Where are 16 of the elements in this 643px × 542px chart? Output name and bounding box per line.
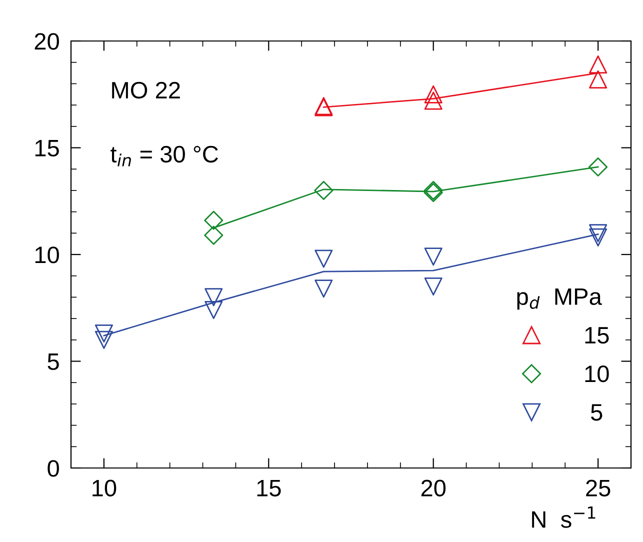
y-tick-label: 0: [48, 460, 59, 477]
x-axis-title: N s$^{−1}$: [532, 506, 596, 528]
x-tick-label: 25: [586, 480, 610, 496]
y-tick-label: 20: [34, 33, 59, 50]
annotation: MO 22: [112, 82, 180, 99]
x-tick-label: 20: [421, 480, 446, 496]
legend-label: 5: [590, 404, 602, 421]
legend-label: 10: [585, 365, 609, 382]
legend-label: 15: [585, 327, 609, 344]
y-tick-label: 10: [35, 246, 59, 264]
x-tick-label: 15: [257, 480, 281, 496]
y-tick-label: 15: [35, 140, 59, 157]
legend-title: p$_{d}$ MPa: [517, 288, 602, 310]
y-tick-label: 5: [48, 354, 59, 370]
x-tick-label: 10: [92, 480, 116, 496]
annotation: t$_{in}$ = 30 °C: [110, 146, 218, 166]
